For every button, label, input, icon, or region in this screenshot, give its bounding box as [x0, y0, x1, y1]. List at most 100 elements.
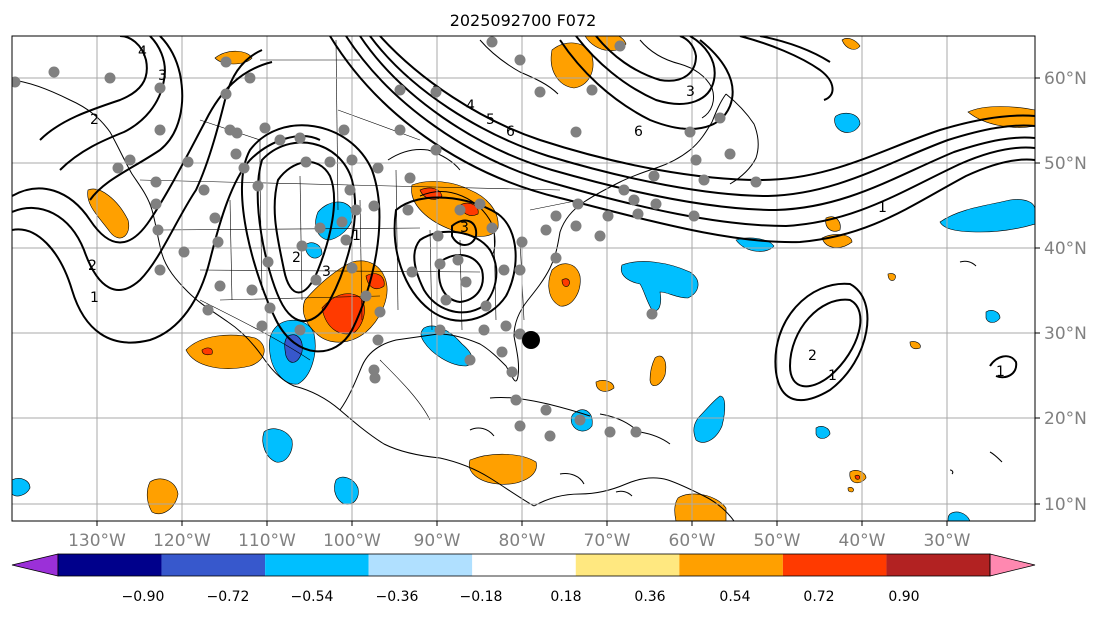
- colorbar-segment: [161, 554, 266, 576]
- station-dot: [336, 216, 348, 228]
- colorbar-segment: [886, 554, 990, 576]
- lat-label: 50°N: [1044, 154, 1087, 174]
- station-dot: [259, 122, 271, 134]
- station-dot: [154, 82, 166, 94]
- station-dot: [202, 304, 214, 316]
- axis-ticks: [96, 77, 1040, 526]
- station-dot: [714, 112, 726, 124]
- station-dot: [430, 86, 442, 98]
- highlight-marker: [522, 331, 540, 349]
- contour-label: 1: [352, 228, 361, 244]
- station-dot: [614, 40, 626, 52]
- colorbar-tick: 0.54: [719, 589, 750, 605]
- colorbar-tick: −0.72: [207, 589, 250, 605]
- station-dot: [404, 172, 416, 184]
- colorbar: [11, 553, 1036, 577]
- station-dot: [374, 306, 386, 318]
- station-dot: [350, 204, 362, 216]
- station-dot: [498, 264, 510, 276]
- station-dot: [104, 72, 116, 84]
- station-dot: [150, 176, 162, 188]
- colorbar-tick: −0.90: [122, 589, 165, 605]
- lat-label: 40°N: [1044, 239, 1087, 259]
- station-dot: [544, 430, 556, 442]
- lon-label: 110°W: [238, 531, 296, 551]
- contour-label: 3: [158, 68, 167, 84]
- station-dot: [198, 184, 210, 196]
- contour-label: 3: [460, 220, 469, 236]
- longitude-labels: 130°W 120°W 110°W 100°W 90°W 80°W 70°W 6…: [68, 531, 971, 551]
- lon-label: 50°W: [754, 531, 801, 551]
- station-dot: [698, 174, 710, 186]
- station-dot: [628, 194, 640, 206]
- contour-label: 1: [996, 364, 1005, 380]
- contour-label: 2: [90, 112, 99, 128]
- colorbar-segment: [58, 554, 162, 576]
- lat-label: 10°N: [1044, 495, 1087, 515]
- station-dot: [572, 198, 584, 210]
- station-dot: [540, 224, 552, 236]
- contour-label: 4: [466, 98, 475, 114]
- station-dot: [570, 126, 582, 138]
- station-dot: [550, 210, 562, 222]
- station-dot: [534, 86, 546, 98]
- contour-label: 1: [878, 200, 887, 216]
- station-dot: [460, 276, 472, 288]
- station-dot: [514, 264, 526, 276]
- station-dot: [650, 198, 662, 210]
- station-dot: [630, 426, 642, 438]
- contour-label: 4: [138, 44, 147, 60]
- colorbar-tick: −0.54: [291, 589, 334, 605]
- station-dots: [12, 36, 762, 442]
- colorbar-tick: 0.90: [888, 589, 919, 605]
- lon-label: 80°W: [499, 531, 546, 551]
- lat-label: 60°N: [1044, 69, 1087, 89]
- station-dot: [690, 154, 702, 166]
- station-dot: [209, 212, 221, 224]
- station-dot: [474, 198, 486, 210]
- station-dot: [262, 256, 274, 268]
- station-dot: [48, 66, 60, 78]
- station-dot: [324, 156, 336, 168]
- station-dot: [231, 127, 243, 139]
- lon-label: 30°W: [924, 531, 971, 551]
- lat-label: 20°N: [1044, 409, 1087, 429]
- contour-label: 3: [322, 264, 331, 280]
- station-dot: [368, 364, 380, 376]
- lon-label: 40°W: [839, 531, 886, 551]
- shaded-positive-regions: [87, 36, 1035, 521]
- station-dot: [486, 222, 498, 234]
- station-dot: [514, 420, 526, 432]
- station-dot: [406, 266, 418, 278]
- station-dot: [238, 162, 250, 174]
- station-dot: [604, 426, 616, 438]
- station-dot: [394, 124, 406, 136]
- colorbar-tick: 0.72: [803, 589, 834, 605]
- station-dot: [344, 184, 356, 196]
- station-dot: [214, 280, 226, 292]
- station-dot: [212, 236, 224, 248]
- station-dot: [574, 414, 586, 426]
- station-dot: [586, 84, 598, 96]
- contour-label: 2: [292, 250, 301, 266]
- map-panel: 4 3 2 1 2 3 3 1 2 3 4 5 6 3 6 1 2 1 1: [11, 35, 1036, 522]
- contour-label: 2: [808, 348, 817, 364]
- colorbar-segment: [265, 554, 369, 576]
- contour-label: 3: [686, 84, 695, 100]
- station-dot: [394, 84, 406, 96]
- station-dot: [154, 264, 166, 276]
- station-dot: [432, 230, 444, 242]
- lon-label: 60°W: [669, 531, 716, 551]
- lon-label: 70°W: [584, 531, 631, 551]
- station-dot: [244, 72, 256, 84]
- station-dot: [346, 262, 358, 274]
- colorbar-frame: [57, 553, 991, 577]
- station-dot: [150, 198, 162, 210]
- station-dot: [434, 324, 446, 336]
- station-dot: [688, 210, 700, 222]
- station-dot: [346, 154, 358, 166]
- station-dot: [402, 204, 414, 216]
- station-dot: [182, 156, 194, 168]
- lon-label: 120°W: [153, 531, 211, 551]
- station-dot: [310, 274, 322, 286]
